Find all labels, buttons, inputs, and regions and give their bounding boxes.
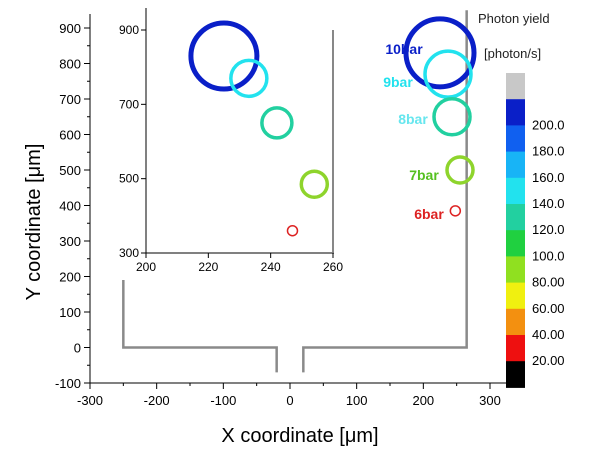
- y-axis-label: Y coordinate [μm]: [23, 144, 45, 301]
- y-tick-label: 100: [59, 305, 81, 320]
- inset-data-point: [299, 169, 330, 199]
- pressure-label: 9bar: [383, 74, 413, 90]
- inset-x-tick-label: 220: [198, 260, 218, 274]
- pressure-label: 6bar: [414, 206, 444, 222]
- x-tick-label: -300: [77, 393, 103, 408]
- colorbar-label: 20.00: [532, 353, 565, 368]
- y-tick-label: 0: [74, 341, 81, 356]
- inset-data-point: [286, 224, 299, 237]
- colorbar-swatch: [506, 204, 525, 231]
- channel-left-wall: [122, 280, 278, 373]
- x-axis-label: X coordinate [μm]: [221, 425, 378, 447]
- colorbar-label: 160.0: [532, 170, 565, 185]
- x-tick-label: 100: [346, 393, 368, 408]
- colorbar-label: 100.0: [532, 248, 565, 263]
- inset-x-tick-label: 200: [136, 260, 156, 274]
- inset-y-tick-label: 500: [119, 172, 139, 186]
- y-tick-label: 300: [59, 234, 81, 249]
- x-tick-label: 0: [286, 393, 293, 408]
- colorbar-swatch: [506, 335, 525, 362]
- data-point: [432, 97, 472, 137]
- colorbar-swatch: [506, 256, 525, 284]
- inset-data-point: [260, 106, 294, 140]
- colorbar-label: 60.00: [532, 301, 565, 316]
- pressure-labels: 10bar 9bar 8bar 7bar 6bar: [383, 41, 444, 222]
- colorbar: Photon yield [photon/s] 200.0 180.0 160.0 140…: [478, 11, 565, 388]
- channel-outline: [122, 10, 468, 373]
- colorbar-title: Photon yield: [478, 11, 550, 26]
- x-tick-label: 200: [412, 393, 434, 408]
- inset-y-tick-label: 900: [119, 23, 139, 37]
- inset-x-tick-label: 260: [323, 260, 343, 274]
- x-tick-label: -100: [210, 393, 236, 408]
- x-tick-label: 300: [479, 393, 501, 408]
- y-tick-label: 200: [59, 270, 81, 285]
- data-point: [423, 49, 473, 99]
- colorbar-label: 200.0: [532, 117, 565, 132]
- colorbar-swatch: [506, 282, 525, 310]
- y-tick-label: 400: [59, 199, 81, 214]
- main-points: [403, 16, 477, 217]
- colorbar-label: 40.00: [532, 327, 565, 342]
- data-point: [449, 205, 462, 217]
- data-point: [445, 155, 475, 185]
- colorbar-swatch: [506, 73, 525, 100]
- x-tick-label: -200: [144, 393, 170, 408]
- inset-y-tick-label: 300: [119, 246, 139, 260]
- pressure-label: 8bar: [398, 111, 428, 127]
- colorbar-swatch: [506, 361, 525, 388]
- inset-y-tick-label: 700: [119, 97, 139, 111]
- inset-data-point: [188, 20, 260, 92]
- colorbar-label: 80.00: [532, 275, 565, 290]
- pressure-label: 7bar: [409, 167, 439, 183]
- y-tick-label: 700: [59, 92, 81, 107]
- colorbar-unit: [photon/s]: [484, 46, 541, 61]
- y-tick-label: 800: [59, 57, 81, 72]
- data-point: [403, 16, 477, 90]
- colorbar-swatch: [506, 151, 525, 179]
- inset-x-tick-label: 240: [261, 260, 281, 274]
- inset-plot: 200 220 240 260 300 500 700 900: [119, 8, 343, 274]
- channel-right-wall: [302, 10, 468, 373]
- colorbar-swatch: [506, 99, 525, 126]
- colorbar-label: 120.0: [532, 222, 565, 237]
- colorbar-label: 140.0: [532, 196, 565, 211]
- colorbar-swatch: [506, 230, 525, 257]
- main-plot-frame: -300 -200 -100 0 100 200 300-10001002003004005…: [55, 14, 518, 408]
- colorbar-swatch: [506, 125, 525, 153]
- y-tick-label: 600: [59, 128, 81, 143]
- colorbar-swatch: [506, 177, 525, 205]
- y-tick-label: -100: [55, 376, 81, 391]
- y-tick-label: 900: [59, 21, 81, 36]
- pressure-label: 10bar: [385, 41, 423, 57]
- inset-data-point: [229, 58, 269, 99]
- colorbar-swatch: [506, 308, 525, 336]
- colorbar-label: 180.0: [532, 144, 565, 159]
- y-tick-label: 500: [59, 163, 81, 178]
